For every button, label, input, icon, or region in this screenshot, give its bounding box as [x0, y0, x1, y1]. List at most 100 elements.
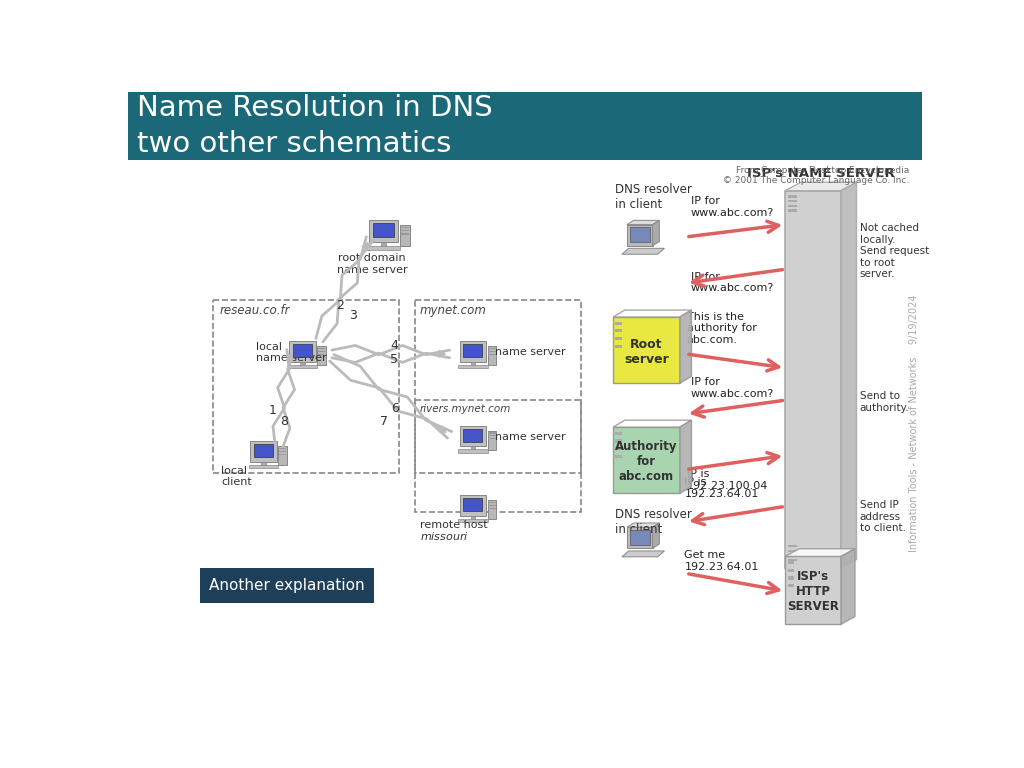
Bar: [787, 559, 797, 561]
Bar: [317, 351, 326, 352]
Bar: [615, 447, 622, 450]
Bar: [787, 209, 797, 211]
Bar: [373, 223, 394, 237]
Bar: [400, 230, 409, 231]
Bar: [613, 427, 680, 493]
Text: 5: 5: [390, 353, 398, 366]
Bar: [787, 200, 797, 202]
Polygon shape: [652, 220, 659, 246]
Bar: [288, 365, 317, 368]
Polygon shape: [680, 310, 691, 383]
Bar: [488, 353, 496, 355]
Bar: [471, 515, 475, 518]
Polygon shape: [613, 420, 691, 427]
Text: ISP's
HTTP
SERVER: ISP's HTTP SERVER: [787, 571, 839, 614]
Bar: [463, 344, 482, 357]
Text: This is the
authority for
abc.com.: This is the authority for abc.com.: [687, 312, 757, 345]
Bar: [128, 92, 922, 160]
Bar: [488, 435, 496, 436]
Bar: [488, 502, 496, 503]
Text: 6: 6: [391, 402, 399, 415]
Text: ISP's NAME SERVER: ISP's NAME SERVER: [746, 167, 895, 180]
Polygon shape: [622, 248, 665, 254]
Bar: [787, 569, 794, 572]
Bar: [487, 500, 497, 519]
Text: DNS resolver
in client: DNS resolver in client: [614, 508, 691, 536]
Bar: [787, 577, 794, 580]
Polygon shape: [627, 220, 659, 224]
Bar: [280, 451, 287, 452]
Bar: [369, 220, 398, 243]
Text: Authority
for
abc.com: Authority for abc.com: [615, 440, 678, 483]
Bar: [317, 346, 326, 366]
Bar: [615, 322, 622, 325]
Bar: [463, 429, 482, 442]
Text: From Computer Desktop Encyclopedia
© 2001 The Computer Language Co. Inc.: From Computer Desktop Encyclopedia © 200…: [723, 166, 909, 186]
Bar: [487, 431, 497, 450]
Bar: [458, 365, 487, 368]
Polygon shape: [841, 182, 856, 568]
Text: 8: 8: [280, 415, 288, 428]
Bar: [785, 557, 841, 624]
Bar: [615, 439, 622, 442]
Bar: [787, 561, 794, 564]
Bar: [787, 584, 794, 588]
Text: 7: 7: [380, 415, 388, 428]
Bar: [279, 446, 287, 465]
Polygon shape: [627, 224, 652, 246]
Bar: [488, 348, 496, 349]
Text: Information Tools - Network of Networks    9/19/2024: Information Tools - Network of Networks …: [908, 294, 919, 552]
Bar: [460, 495, 486, 515]
Text: Name Resolution in DNS
two other schematics: Name Resolution in DNS two other schemat…: [137, 94, 493, 158]
Bar: [368, 246, 400, 250]
Bar: [615, 345, 622, 348]
Bar: [400, 233, 409, 235]
Text: DNS resolver
in client: DNS resolver in client: [614, 183, 691, 211]
Polygon shape: [627, 523, 659, 527]
Bar: [785, 190, 841, 568]
Bar: [293, 344, 312, 357]
Polygon shape: [785, 549, 855, 557]
Bar: [400, 227, 409, 228]
Bar: [251, 442, 276, 462]
Bar: [280, 448, 287, 449]
Bar: [488, 351, 496, 352]
Text: remote host: remote host: [420, 519, 487, 529]
Polygon shape: [841, 549, 855, 624]
Text: IP for
www.abc.com?: IP for www.abc.com?: [690, 272, 774, 293]
Text: IP is
192.23.64.01: IP is 192.23.64.01: [684, 477, 759, 498]
Bar: [415, 400, 582, 511]
Polygon shape: [785, 182, 856, 190]
Polygon shape: [630, 227, 650, 243]
Text: Get me
192.23.64.01: Get me 192.23.64.01: [684, 550, 759, 572]
Bar: [213, 300, 399, 473]
Text: Send to
authority.: Send to authority.: [859, 391, 909, 412]
Bar: [317, 353, 326, 355]
Text: IP for
www.abc.com?: IP for www.abc.com?: [690, 196, 774, 217]
Text: Another explanation: Another explanation: [209, 578, 365, 593]
Text: reseau.co.fr: reseau.co.fr: [219, 304, 290, 317]
Text: 4: 4: [390, 339, 398, 352]
Bar: [487, 346, 497, 366]
Text: name server: name server: [495, 347, 565, 357]
Bar: [471, 362, 475, 365]
FancyBboxPatch shape: [200, 568, 374, 604]
Text: local
client: local client: [221, 465, 252, 487]
Bar: [488, 432, 496, 434]
Bar: [615, 337, 622, 340]
Bar: [300, 362, 304, 365]
Bar: [460, 341, 486, 362]
Bar: [317, 348, 326, 349]
Text: $\it{missouri}$: $\it{missouri}$: [420, 529, 469, 541]
Bar: [787, 204, 797, 207]
Polygon shape: [652, 523, 659, 548]
Text: local
name server: local name server: [256, 342, 327, 363]
Polygon shape: [630, 530, 650, 545]
Bar: [615, 329, 622, 333]
Text: 1: 1: [269, 404, 276, 417]
Bar: [400, 225, 410, 247]
Bar: [460, 426, 486, 446]
Bar: [615, 432, 622, 435]
Bar: [381, 243, 386, 246]
Text: name server: name server: [495, 432, 565, 442]
